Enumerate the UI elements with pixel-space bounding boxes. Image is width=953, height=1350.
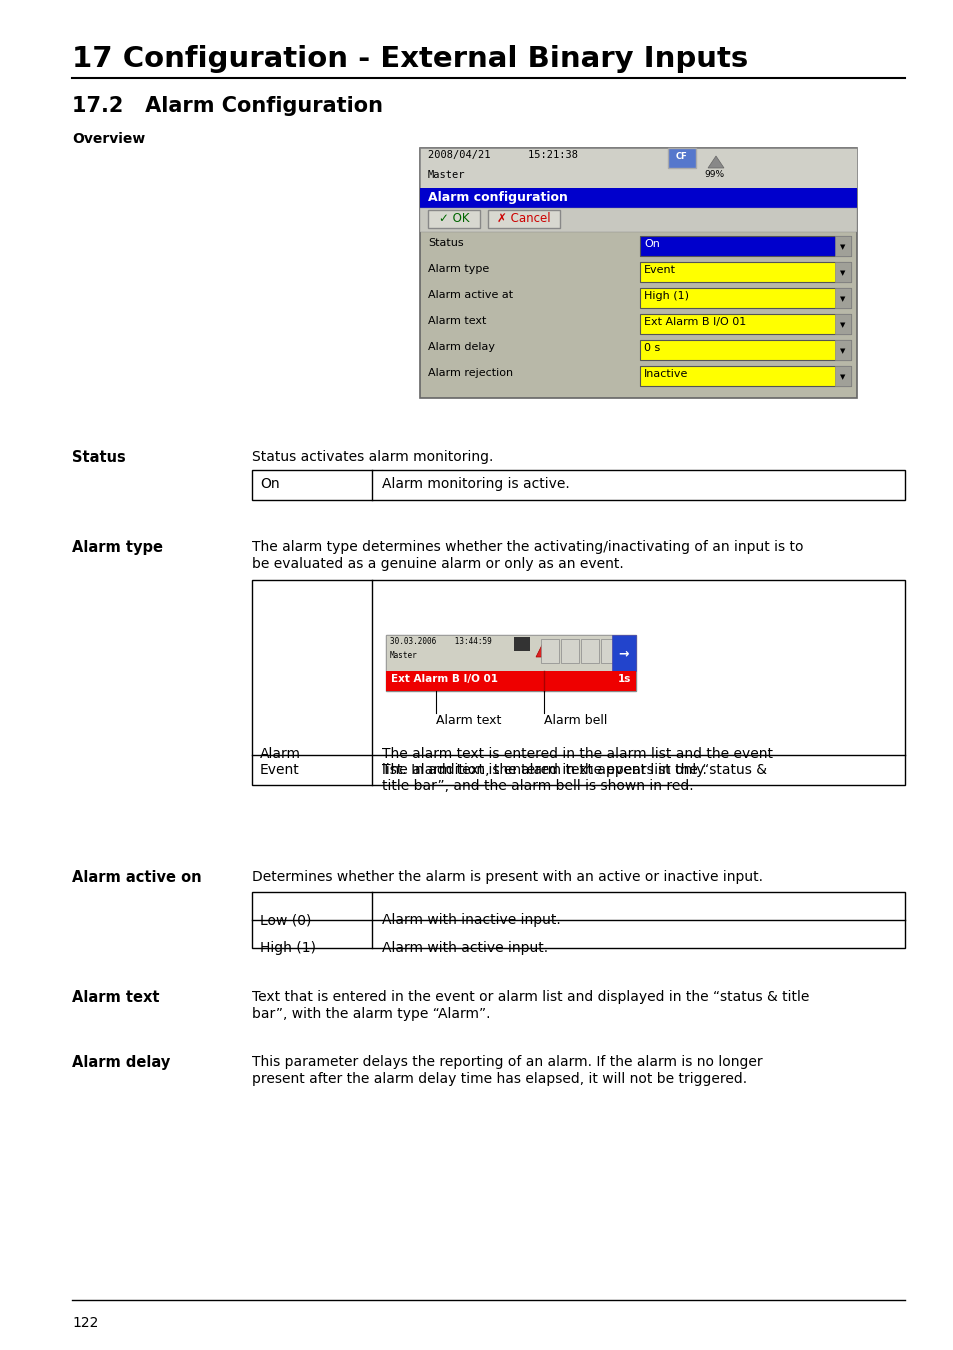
- Text: Low (0): Low (0): [260, 913, 311, 927]
- Text: Inactive: Inactive: [643, 369, 688, 379]
- Text: Alarm text: Alarm text: [436, 714, 501, 728]
- Bar: [834, 315, 850, 333]
- Bar: [834, 236, 850, 256]
- Text: Alarm delay: Alarm delay: [71, 1054, 170, 1071]
- Text: bar”, with the alarm type “Alarm”.: bar”, with the alarm type “Alarm”.: [252, 1007, 490, 1021]
- Text: ▼: ▼: [840, 270, 844, 275]
- Bar: [428, 211, 479, 228]
- Text: Event: Event: [260, 763, 299, 778]
- Bar: [667, 148, 696, 167]
- Text: CF: CF: [676, 153, 687, 161]
- Text: Alarm configuration: Alarm configuration: [428, 190, 567, 204]
- Text: Event: Event: [643, 265, 676, 275]
- Text: →: →: [618, 648, 629, 660]
- Text: title bar”, and the alarm bell is shown in red.: title bar”, and the alarm bell is shown …: [381, 779, 693, 792]
- Bar: [639, 366, 850, 386]
- Text: The alarm text is entered in the event list only.: The alarm text is entered in the event l…: [381, 763, 706, 778]
- Text: Alarm active at: Alarm active at: [428, 290, 513, 300]
- Text: ✓ OK: ✓ OK: [438, 212, 469, 225]
- Bar: [252, 470, 904, 500]
- Text: 99%: 99%: [703, 170, 723, 180]
- Text: ▼: ▼: [840, 323, 844, 328]
- Text: Determines whether the alarm is present with an active or inactive input.: Determines whether the alarm is present …: [252, 869, 762, 884]
- Bar: [639, 315, 850, 333]
- Bar: [419, 188, 856, 208]
- Text: On: On: [260, 477, 279, 491]
- Text: list. In addition, the alarm text appears in the “status &: list. In addition, the alarm text appear…: [381, 763, 766, 778]
- Text: Alarm with active input.: Alarm with active input.: [381, 941, 548, 954]
- Bar: [386, 671, 636, 691]
- Bar: [419, 208, 856, 232]
- Text: Status activates alarm monitoring.: Status activates alarm monitoring.: [252, 450, 493, 464]
- Text: Alarm monitoring is active.: Alarm monitoring is active.: [381, 477, 569, 491]
- Text: Status: Status: [71, 450, 126, 464]
- Bar: [386, 634, 636, 671]
- Text: ▼: ▼: [840, 348, 844, 354]
- Text: Ext Alarm B I/O 01: Ext Alarm B I/O 01: [643, 317, 745, 327]
- Text: 2008/04/21      15:21:38: 2008/04/21 15:21:38: [428, 150, 578, 161]
- Text: High (1): High (1): [260, 941, 315, 954]
- Text: Overview: Overview: [71, 132, 145, 146]
- Text: Master: Master: [428, 170, 465, 180]
- Text: 17.2   Alarm Configuration: 17.2 Alarm Configuration: [71, 96, 382, 116]
- Bar: [540, 639, 558, 663]
- Text: 122: 122: [71, 1316, 98, 1330]
- Bar: [514, 637, 530, 651]
- Text: Alarm rejection: Alarm rejection: [428, 369, 513, 378]
- Bar: [639, 340, 850, 360]
- Text: Alarm text: Alarm text: [428, 316, 486, 325]
- Text: 1s: 1s: [617, 674, 630, 684]
- Bar: [419, 148, 856, 398]
- Polygon shape: [707, 157, 723, 167]
- Bar: [580, 639, 598, 663]
- Text: ▼: ▼: [840, 296, 844, 302]
- Text: Status: Status: [428, 238, 463, 248]
- Bar: [600, 639, 618, 663]
- Polygon shape: [536, 641, 552, 657]
- Text: Master: Master: [390, 651, 417, 660]
- Text: This parameter delays the reporting of an alarm. If the alarm is no longer: This parameter delays the reporting of a…: [252, 1054, 761, 1069]
- Text: Alarm type: Alarm type: [71, 540, 163, 555]
- Text: present after the alarm delay time has elapsed, it will not be triggered.: present after the alarm delay time has e…: [252, 1072, 746, 1085]
- Bar: [834, 262, 850, 282]
- Text: On: On: [643, 239, 659, 248]
- Text: Alarm type: Alarm type: [428, 265, 489, 274]
- Text: ✗ Cancel: ✗ Cancel: [497, 212, 550, 225]
- Bar: [639, 262, 850, 282]
- Text: Alarm with inactive input.: Alarm with inactive input.: [381, 913, 560, 927]
- Text: The alarm type determines whether the activating/inactivating of an input is to: The alarm type determines whether the ac…: [252, 540, 802, 553]
- Bar: [834, 340, 850, 360]
- Bar: [639, 288, 850, 308]
- Bar: [386, 634, 636, 691]
- Text: Alarm delay: Alarm delay: [428, 342, 495, 352]
- Text: 30.03.2006    13:44:59: 30.03.2006 13:44:59: [390, 637, 491, 647]
- Text: be evaluated as a genuine alarm or only as an event.: be evaluated as a genuine alarm or only …: [252, 558, 623, 571]
- Bar: [252, 892, 904, 948]
- Text: 17 Configuration - External Binary Inputs: 17 Configuration - External Binary Input…: [71, 45, 747, 73]
- Bar: [419, 148, 856, 188]
- Bar: [834, 288, 850, 308]
- Text: Ext Alarm B I/O 01: Ext Alarm B I/O 01: [391, 674, 497, 684]
- Bar: [639, 236, 850, 256]
- Bar: [612, 634, 636, 671]
- Bar: [488, 211, 559, 228]
- Text: ▼: ▼: [840, 374, 844, 379]
- Text: Alarm active on: Alarm active on: [71, 869, 201, 886]
- Text: The alarm text is entered in the alarm list and the event: The alarm text is entered in the alarm l…: [381, 747, 772, 761]
- Text: Text that is entered in the event or alarm list and displayed in the “status & t: Text that is entered in the event or ala…: [252, 990, 808, 1004]
- Bar: [560, 639, 578, 663]
- Text: Alarm text: Alarm text: [71, 990, 159, 1004]
- Text: 0 s: 0 s: [643, 343, 659, 352]
- Bar: [252, 580, 904, 784]
- Text: Alarm bell: Alarm bell: [543, 714, 607, 728]
- Text: Alarm: Alarm: [260, 747, 301, 761]
- Text: High (1): High (1): [643, 292, 688, 301]
- Text: ▼: ▼: [840, 244, 844, 250]
- Bar: [834, 366, 850, 386]
